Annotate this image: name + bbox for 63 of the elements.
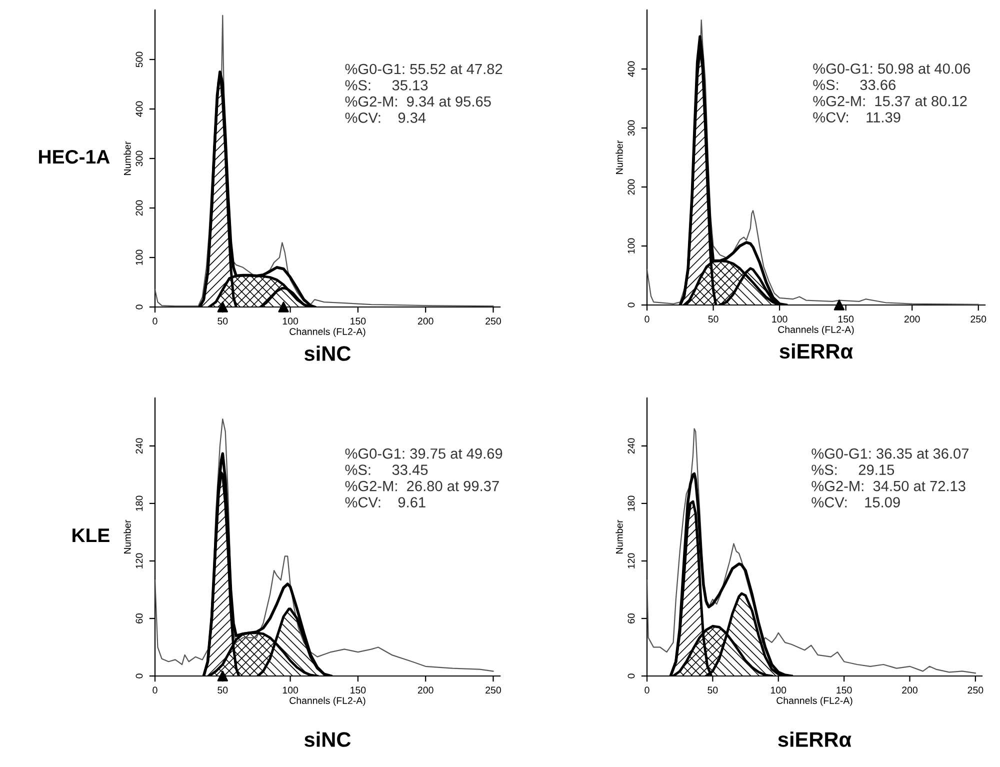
- x-tick-label: 0: [152, 318, 158, 325]
- y-tick-label: 180: [628, 496, 635, 511]
- text: siERRα: [778, 732, 852, 747]
- x-tick-label: 150: [350, 686, 366, 694]
- y-tick-label: 120: [628, 553, 635, 568]
- x-tick-label: 50: [708, 316, 718, 323]
- x-tick-label: 100: [771, 686, 786, 694]
- x-tick-label: 150: [350, 318, 366, 325]
- y-axis-title: Number: [124, 141, 131, 175]
- x-tick-label: 100: [282, 318, 298, 325]
- x-tick-label: 150: [836, 686, 852, 694]
- x-tick-label: 0: [644, 686, 650, 694]
- x-tick-label: 0: [152, 686, 158, 694]
- x-axis-title: Channels (FL2-A): [290, 328, 366, 337]
- y-tick-label: 120: [136, 553, 143, 568]
- y-tick-label: 60: [136, 613, 143, 624]
- y-tick-label: 0: [136, 674, 143, 678]
- x-axis-title: Channels (FL2-A): [778, 326, 854, 335]
- text: KLE: [72, 528, 110, 542]
- y-tick-label: 240: [628, 438, 635, 454]
- text: siERRα: [780, 343, 853, 359]
- y-tick-label: 200: [628, 179, 635, 195]
- y-tick-label: 500: [136, 52, 143, 68]
- y-tick-label: 0: [136, 304, 143, 310]
- x-tick-label: 200: [902, 686, 918, 694]
- x-axis-title: Channels (FL2-A): [776, 696, 852, 706]
- y-tick-label: 240: [136, 438, 143, 454]
- x-tick-label: 50: [218, 686, 228, 694]
- x-tick-label: 200: [904, 316, 920, 323]
- x-tick-label: 250: [968, 686, 984, 694]
- y-tick-label: 400: [136, 101, 143, 117]
- y-tick-label: 0: [628, 302, 635, 308]
- text: HEC-1A: [39, 150, 110, 164]
- x-tick-label: 250: [970, 316, 986, 323]
- y-tick-label: 180: [136, 496, 143, 511]
- y-tick-label: 0: [628, 674, 635, 678]
- x-tick-label: 50: [218, 318, 228, 325]
- x-tick-label: 250: [486, 686, 501, 694]
- x-tick-label: 250: [486, 318, 501, 325]
- annotation: %G0-G1: 55.52 at 47.82 %S: 35.13 %G2-M: 9.34 at 95.65 %CV: 9.34: [345, 64, 502, 123]
- y-tick-label: 100: [628, 238, 635, 254]
- annotation: %G0-G1: 36.35 at 36.07 %S: 29.15 %G2-M: 34.50 at 72.13 %CV: 15.09: [812, 448, 969, 508]
- annotation: %G0-G1: 50.98 at 40.06 %S: 33.66 %G2-M: 15.37 at 80.12 %CV: 11.39: [813, 63, 970, 123]
- y-axis-title: Number: [616, 140, 623, 174]
- annotation: %G0-G1: 39.75 at 49.69 %S: 33.45 %G2-M: 26.80 at 99.37 %CV: 9.61: [345, 448, 502, 508]
- x-tick-label: 150: [838, 316, 854, 323]
- x-tick-label: 100: [772, 316, 788, 323]
- y-axis-title: Number: [124, 520, 131, 554]
- x-axis-title: Channels (FL2-A): [290, 696, 366, 706]
- x-tick-label: 200: [418, 686, 434, 694]
- y-tick-label: 400: [628, 61, 635, 77]
- y-tick-label: 100: [136, 250, 143, 265]
- y-tick-label: 60: [628, 613, 635, 624]
- x-tick-label: 50: [708, 686, 718, 694]
- text: siNC: [304, 346, 351, 361]
- x-tick-label: 100: [282, 686, 298, 694]
- y-tick-label: 300: [628, 120, 635, 136]
- text: siNC: [304, 732, 351, 747]
- y-tick-label: 200: [136, 200, 143, 216]
- x-tick-label: 0: [644, 316, 650, 323]
- y-tick-label: 300: [136, 150, 143, 166]
- x-tick-label: 200: [418, 318, 434, 325]
- y-axis-title: Number: [616, 520, 623, 554]
